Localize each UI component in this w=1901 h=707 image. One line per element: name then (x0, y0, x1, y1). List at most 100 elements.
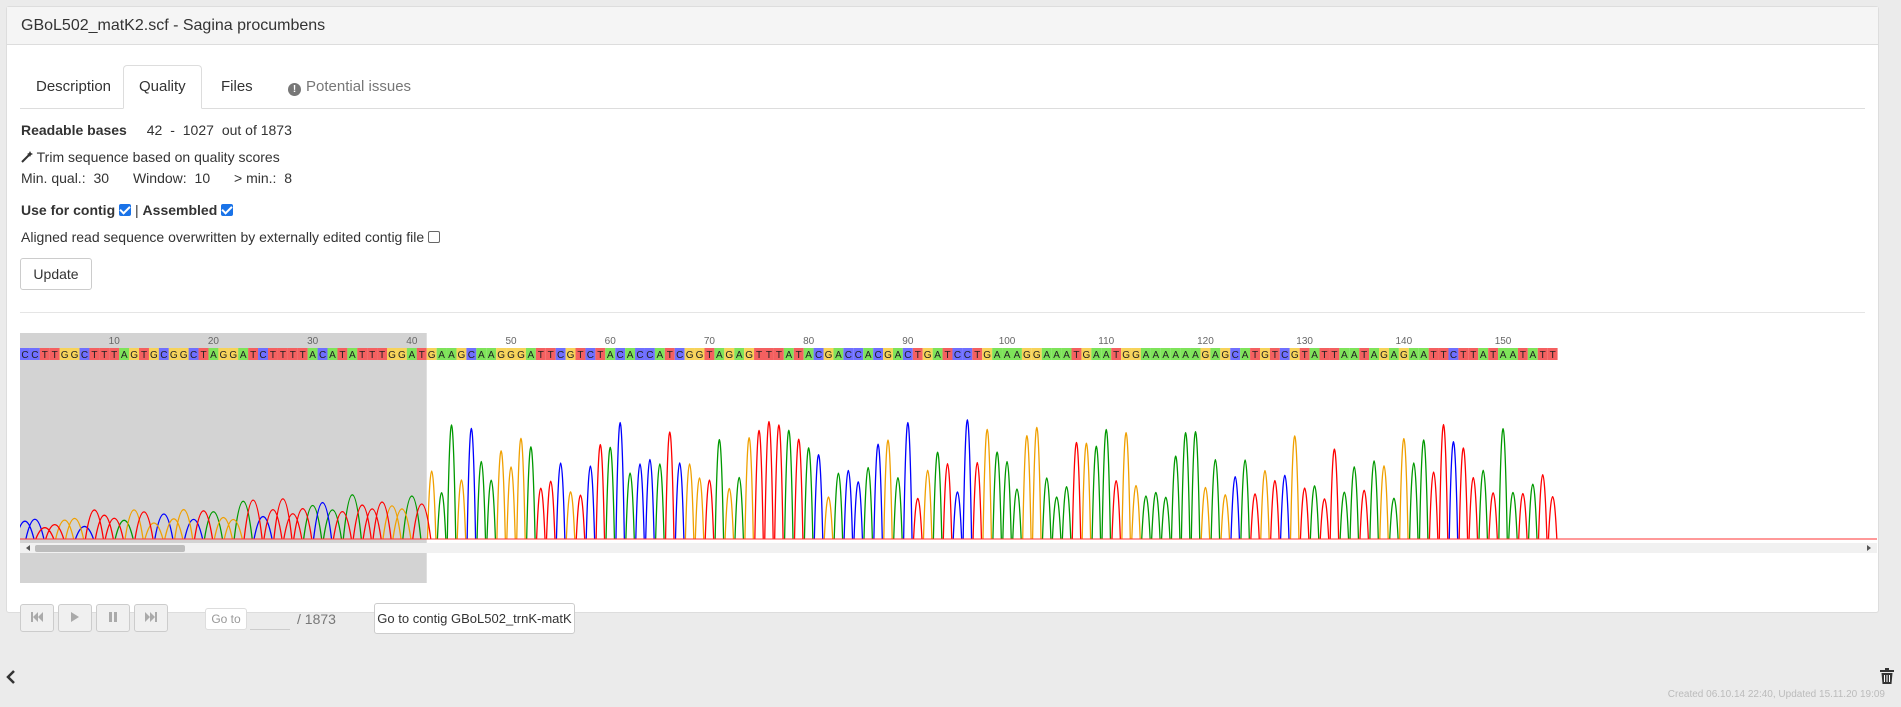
base-cell (198, 348, 209, 360)
base-letter: A (865, 350, 872, 361)
base-letter: A (895, 350, 902, 361)
base-letter: A (1103, 350, 1110, 361)
tab-potential-issues[interactable]: ! Potential issues (272, 65, 427, 107)
base-cell (922, 348, 933, 360)
base-letter: C (904, 350, 911, 361)
go-to-contig-button[interactable]: Go to contig GBoL502_trnK-matK (374, 603, 575, 634)
base-letter: T (577, 350, 583, 361)
tab-description[interactable]: Description (36, 78, 112, 95)
base-letter: T (796, 350, 802, 361)
base-letter: T (200, 350, 206, 361)
readable-start-value[interactable]: 42 (146, 122, 163, 138)
tab-quality[interactable]: Quality (123, 65, 202, 109)
play-button[interactable] (58, 604, 92, 632)
base-cell (992, 348, 1003, 360)
base-cell (158, 348, 169, 360)
readable-bases-label: Readable bases (21, 122, 127, 138)
base-letter: T (1550, 350, 1556, 361)
base-cell (69, 348, 80, 360)
base-cell (218, 348, 229, 360)
readable-end-value[interactable]: 1027 (182, 122, 214, 138)
base-letter: C (1450, 350, 1457, 361)
base-letter: A (1093, 350, 1100, 361)
base-cell (1041, 348, 1052, 360)
base-letter: G (229, 350, 237, 361)
overwrite-checkbox[interactable] (428, 231, 441, 243)
last-button[interactable] (134, 604, 168, 632)
base-cell (1230, 348, 1241, 360)
trash-icon[interactable] (1880, 668, 1894, 684)
first-button[interactable] (20, 604, 54, 632)
scrollbar-thumb (35, 545, 185, 552)
collapse-sidebar-button[interactable] (6, 668, 16, 689)
tab-potential-issues-label: Potential issues (306, 78, 412, 95)
min-qual-value[interactable]: 30 (93, 170, 110, 186)
base-letter: G (130, 350, 138, 361)
base-cell (426, 348, 437, 360)
base-cell (1458, 348, 1469, 360)
base-cell (1250, 348, 1260, 360)
base-cell (635, 348, 645, 360)
base-letter: A (1043, 350, 1050, 361)
update-button[interactable]: Update (20, 258, 92, 290)
base-cell (595, 348, 606, 360)
pause-button[interactable] (96, 604, 130, 632)
base-cell (942, 348, 953, 360)
base-cell (516, 348, 526, 360)
base-cell (1279, 348, 1290, 360)
goto-position-input[interactable] (250, 608, 290, 630)
base-cell (1002, 348, 1012, 360)
base-letter: G (924, 350, 932, 361)
base-letter: G (458, 350, 466, 361)
base-cell (644, 348, 655, 360)
base-cell (1299, 348, 1310, 360)
base-cell (1527, 348, 1538, 360)
use-for-contig-checkbox[interactable] (119, 204, 132, 216)
base-cell (287, 348, 298, 360)
base-cell (1309, 348, 1320, 360)
window-label: Window: (132, 170, 187, 186)
assembled-checkbox[interactable] (221, 204, 234, 216)
base-cell (20, 348, 30, 360)
base-cell (89, 348, 100, 360)
base-letter: G (1261, 350, 1269, 361)
base-cell (506, 348, 516, 360)
base-letter: G (1202, 350, 1210, 361)
base-cell (1369, 348, 1380, 360)
base-letter: A (1420, 350, 1427, 361)
position-label: 20 (208, 336, 220, 347)
base-cell (406, 348, 417, 360)
trim-button[interactable]: Trim sequence based on quality scores (21, 149, 280, 165)
base-letter: A (329, 350, 336, 361)
base-letter: C (636, 350, 643, 361)
base-letter: G (745, 350, 753, 361)
goto-button[interactable]: Go to (205, 608, 247, 630)
base-cell (357, 348, 368, 360)
window-value[interactable]: 10 (194, 170, 211, 186)
base-cell (1170, 348, 1181, 360)
base-cell (297, 348, 308, 360)
base-cell (1498, 348, 1508, 360)
base-letter: C (815, 350, 822, 361)
base-letter: A (716, 350, 723, 361)
position-label: 120 (1197, 336, 1214, 347)
tab-files[interactable]: Files (221, 78, 253, 95)
min-value[interactable]: 8 (284, 170, 293, 186)
base-cell (119, 348, 130, 360)
base-letter: T (974, 350, 980, 361)
base-letter: T (42, 350, 48, 361)
position-label: 60 (605, 336, 617, 347)
base-cell (1508, 348, 1518, 360)
play-icon (71, 612, 79, 622)
base-letter: C (319, 350, 326, 361)
base-cell (734, 348, 745, 360)
position-label: 140 (1395, 336, 1412, 347)
chevron-left-icon (6, 670, 15, 684)
read-panel: GBoL502_matK2.scf - Sagina procumbens De… (6, 6, 1879, 634)
base-cell (1349, 348, 1360, 360)
base-cell (1547, 348, 1558, 360)
exclamation-circle-icon: ! (288, 83, 301, 96)
base-letter: T (111, 350, 117, 361)
base-cell (1111, 348, 1122, 360)
